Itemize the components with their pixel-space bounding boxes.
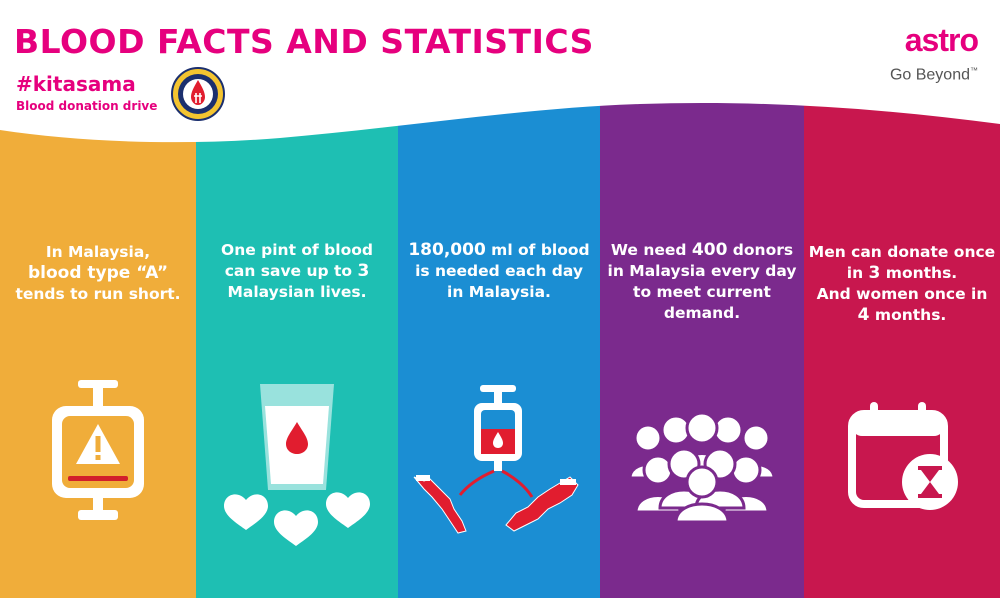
- blood-bag-malaysia-map-icon: [413, 385, 579, 534]
- header-wave: [0, 0, 1000, 143]
- fact-text: donors: [727, 241, 794, 259]
- fact-text: We need: [610, 241, 692, 259]
- fact-text-one-pint: One pint of blood can save up to 3 Malaysi…: [196, 240, 398, 303]
- fact-line: In Malaysia,: [0, 242, 196, 263]
- fact-highlight: 3: [868, 263, 881, 283]
- fact-highlight: 3: [357, 261, 370, 281]
- fact-highlight: 400: [691, 240, 728, 260]
- fact-line: 4 months.: [804, 305, 1000, 326]
- astro-logo: astro Go Beyond™: [858, 22, 979, 92]
- brand-name: astro: [904, 22, 979, 58]
- fact-text: in Malaysia every day: [607, 262, 797, 280]
- campaign-subtitle: Blood donation drive: [16, 99, 158, 113]
- fact-text: Malaysian lives.: [227, 283, 367, 301]
- crowd-people-icon: [628, 412, 776, 522]
- fact-line: We need 400 donors: [600, 240, 804, 261]
- fact-line: in 3 months.: [804, 263, 1000, 284]
- fact-line: in Malaysia every day: [600, 261, 804, 282]
- fact-line: One pint of blood: [196, 240, 398, 261]
- fact-text-donors-needed: We need 400 donors in Malaysia every day t…: [600, 240, 804, 324]
- fact-text: ml of blood: [485, 241, 590, 259]
- fact-text: in: [846, 264, 869, 282]
- trademark-symbol: ™: [970, 66, 978, 75]
- fact-line: And women once in: [804, 284, 1000, 305]
- fact-text-donation-frequency: Men can donate once in 3 months. And women…: [804, 242, 1000, 326]
- header: BLOOD FACTS AND STATISTICS #kitasama Blo…: [0, 0, 1000, 160]
- fact-text: tends to run short.: [15, 285, 181, 303]
- fact-line: 180,000 ml of blood: [398, 240, 600, 261]
- fact-text: months.: [880, 264, 958, 282]
- fact-line: demand.: [600, 303, 804, 324]
- brand-tagline-text: Go Beyond: [889, 66, 970, 84]
- fact-text: months.: [869, 306, 947, 324]
- fact-line: blood type “A”: [0, 263, 196, 284]
- fact-text-blood-type: In Malaysia, blood type “A” tends to run s…: [0, 242, 196, 305]
- fact-text: in Malaysia.: [447, 283, 551, 301]
- fact-text-daily-volume: 180,000 ml of blood is needed each day in …: [398, 240, 600, 303]
- fact-line: Men can donate once: [804, 242, 1000, 263]
- fact-text: Men can donate once: [808, 243, 996, 261]
- brand-tagline: Go Beyond™: [890, 66, 978, 84]
- fact-text: to meet current: [633, 283, 771, 301]
- fact-highlight: 180,000: [408, 240, 486, 260]
- fact-line: to meet current: [600, 282, 804, 303]
- fact-line: tends to run short.: [0, 284, 196, 305]
- fact-text: can save up to: [224, 262, 358, 280]
- page-title: BLOOD FACTS AND STATISTICS: [14, 22, 594, 61]
- fact-highlight: blood type “A”: [27, 263, 169, 283]
- fact-text: One pint of blood: [221, 241, 373, 259]
- blood-cup-hearts-icon: [224, 384, 370, 546]
- fact-line: is needed each day: [398, 261, 600, 282]
- campaign-hashtag: #kitasama: [16, 72, 136, 96]
- national-blood-centre-emblem-icon: [171, 67, 225, 121]
- fact-line: can save up to 3: [196, 261, 398, 282]
- fact-text: is needed each day: [415, 262, 583, 280]
- fact-line: Malaysian lives.: [196, 282, 398, 303]
- fact-text: In Malaysia,: [45, 243, 151, 261]
- fact-text: demand.: [663, 304, 741, 322]
- fact-line: in Malaysia.: [398, 282, 600, 303]
- fact-highlight: 4: [857, 305, 870, 325]
- blood-bag-warning-icon: [52, 380, 144, 520]
- fact-text: And women once in: [816, 285, 988, 303]
- calendar-hourglass-icon: [848, 402, 958, 510]
